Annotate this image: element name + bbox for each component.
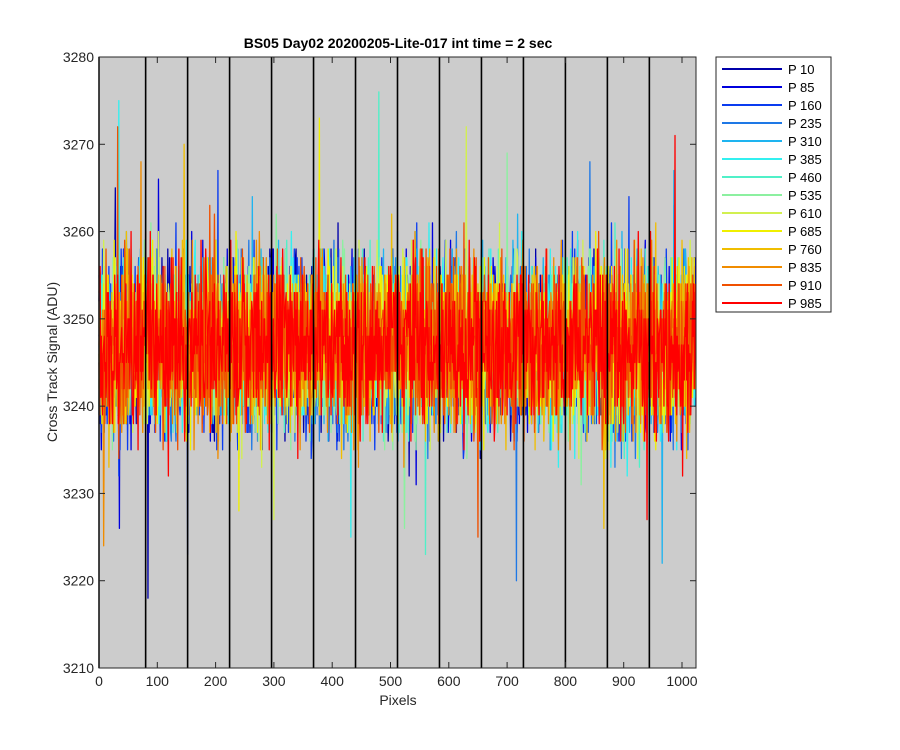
x-axis-title: Pixels bbox=[379, 692, 416, 708]
legend-label: P 160 bbox=[788, 98, 822, 113]
x-tick-label: 900 bbox=[612, 673, 636, 689]
y-tick-label: 3210 bbox=[63, 660, 94, 676]
x-tick-label: 800 bbox=[554, 673, 578, 689]
y-tick-label: 3260 bbox=[63, 224, 94, 240]
y-axis-title: Cross Track Signal (ADU) bbox=[44, 282, 60, 442]
y-tick-label: 3280 bbox=[63, 49, 94, 65]
chart-title: BS05 Day02 20200205-Lite-017 int time = … bbox=[244, 35, 553, 51]
x-tick-label: 300 bbox=[262, 673, 286, 689]
legend-label: P 310 bbox=[788, 134, 822, 149]
legend-label: P 535 bbox=[788, 188, 822, 203]
legend-label: P 385 bbox=[788, 152, 822, 167]
x-tick-label: 0 bbox=[95, 673, 103, 689]
legend-label: P 85 bbox=[788, 80, 815, 95]
legend-label: P 610 bbox=[788, 206, 822, 221]
y-tick-label: 3220 bbox=[63, 573, 94, 589]
legend-label: P 835 bbox=[788, 260, 822, 275]
x-tick-label: 600 bbox=[437, 673, 461, 689]
x-axis: 0 100 200 300 400 500 600 700 800 900 1000 bbox=[95, 57, 698, 689]
legend-box bbox=[715, 56, 832, 313]
legend-label: P 685 bbox=[788, 224, 822, 239]
legend: P 10 P 85 P 160 P 235 P 310 P 385 P 460 P 535 P … bbox=[715, 56, 832, 313]
x-tick-label: 400 bbox=[321, 673, 345, 689]
y-tick-label: 3240 bbox=[63, 398, 94, 414]
x-tick-label: 200 bbox=[204, 673, 228, 689]
x-tick-label: 1000 bbox=[666, 673, 697, 689]
x-tick-label: 100 bbox=[146, 673, 170, 689]
legend-label: P 460 bbox=[788, 170, 822, 185]
y-tick-label: 3230 bbox=[63, 485, 94, 501]
legend-label: P 235 bbox=[788, 116, 822, 131]
legend-label: P 760 bbox=[788, 242, 822, 257]
x-tick-label: 500 bbox=[379, 673, 403, 689]
plot-frame bbox=[98, 56, 697, 669]
legend-label: P 985 bbox=[788, 296, 822, 311]
y-tick-label: 3270 bbox=[63, 136, 94, 152]
legend-label: P 10 bbox=[788, 62, 815, 77]
y-tick-label: 3250 bbox=[63, 311, 94, 327]
legend-label: P 910 bbox=[788, 278, 822, 293]
x-tick-label: 700 bbox=[495, 673, 519, 689]
y-axis: 3210 3220 3230 3240 3250 3260 3270 3280 bbox=[63, 49, 696, 676]
